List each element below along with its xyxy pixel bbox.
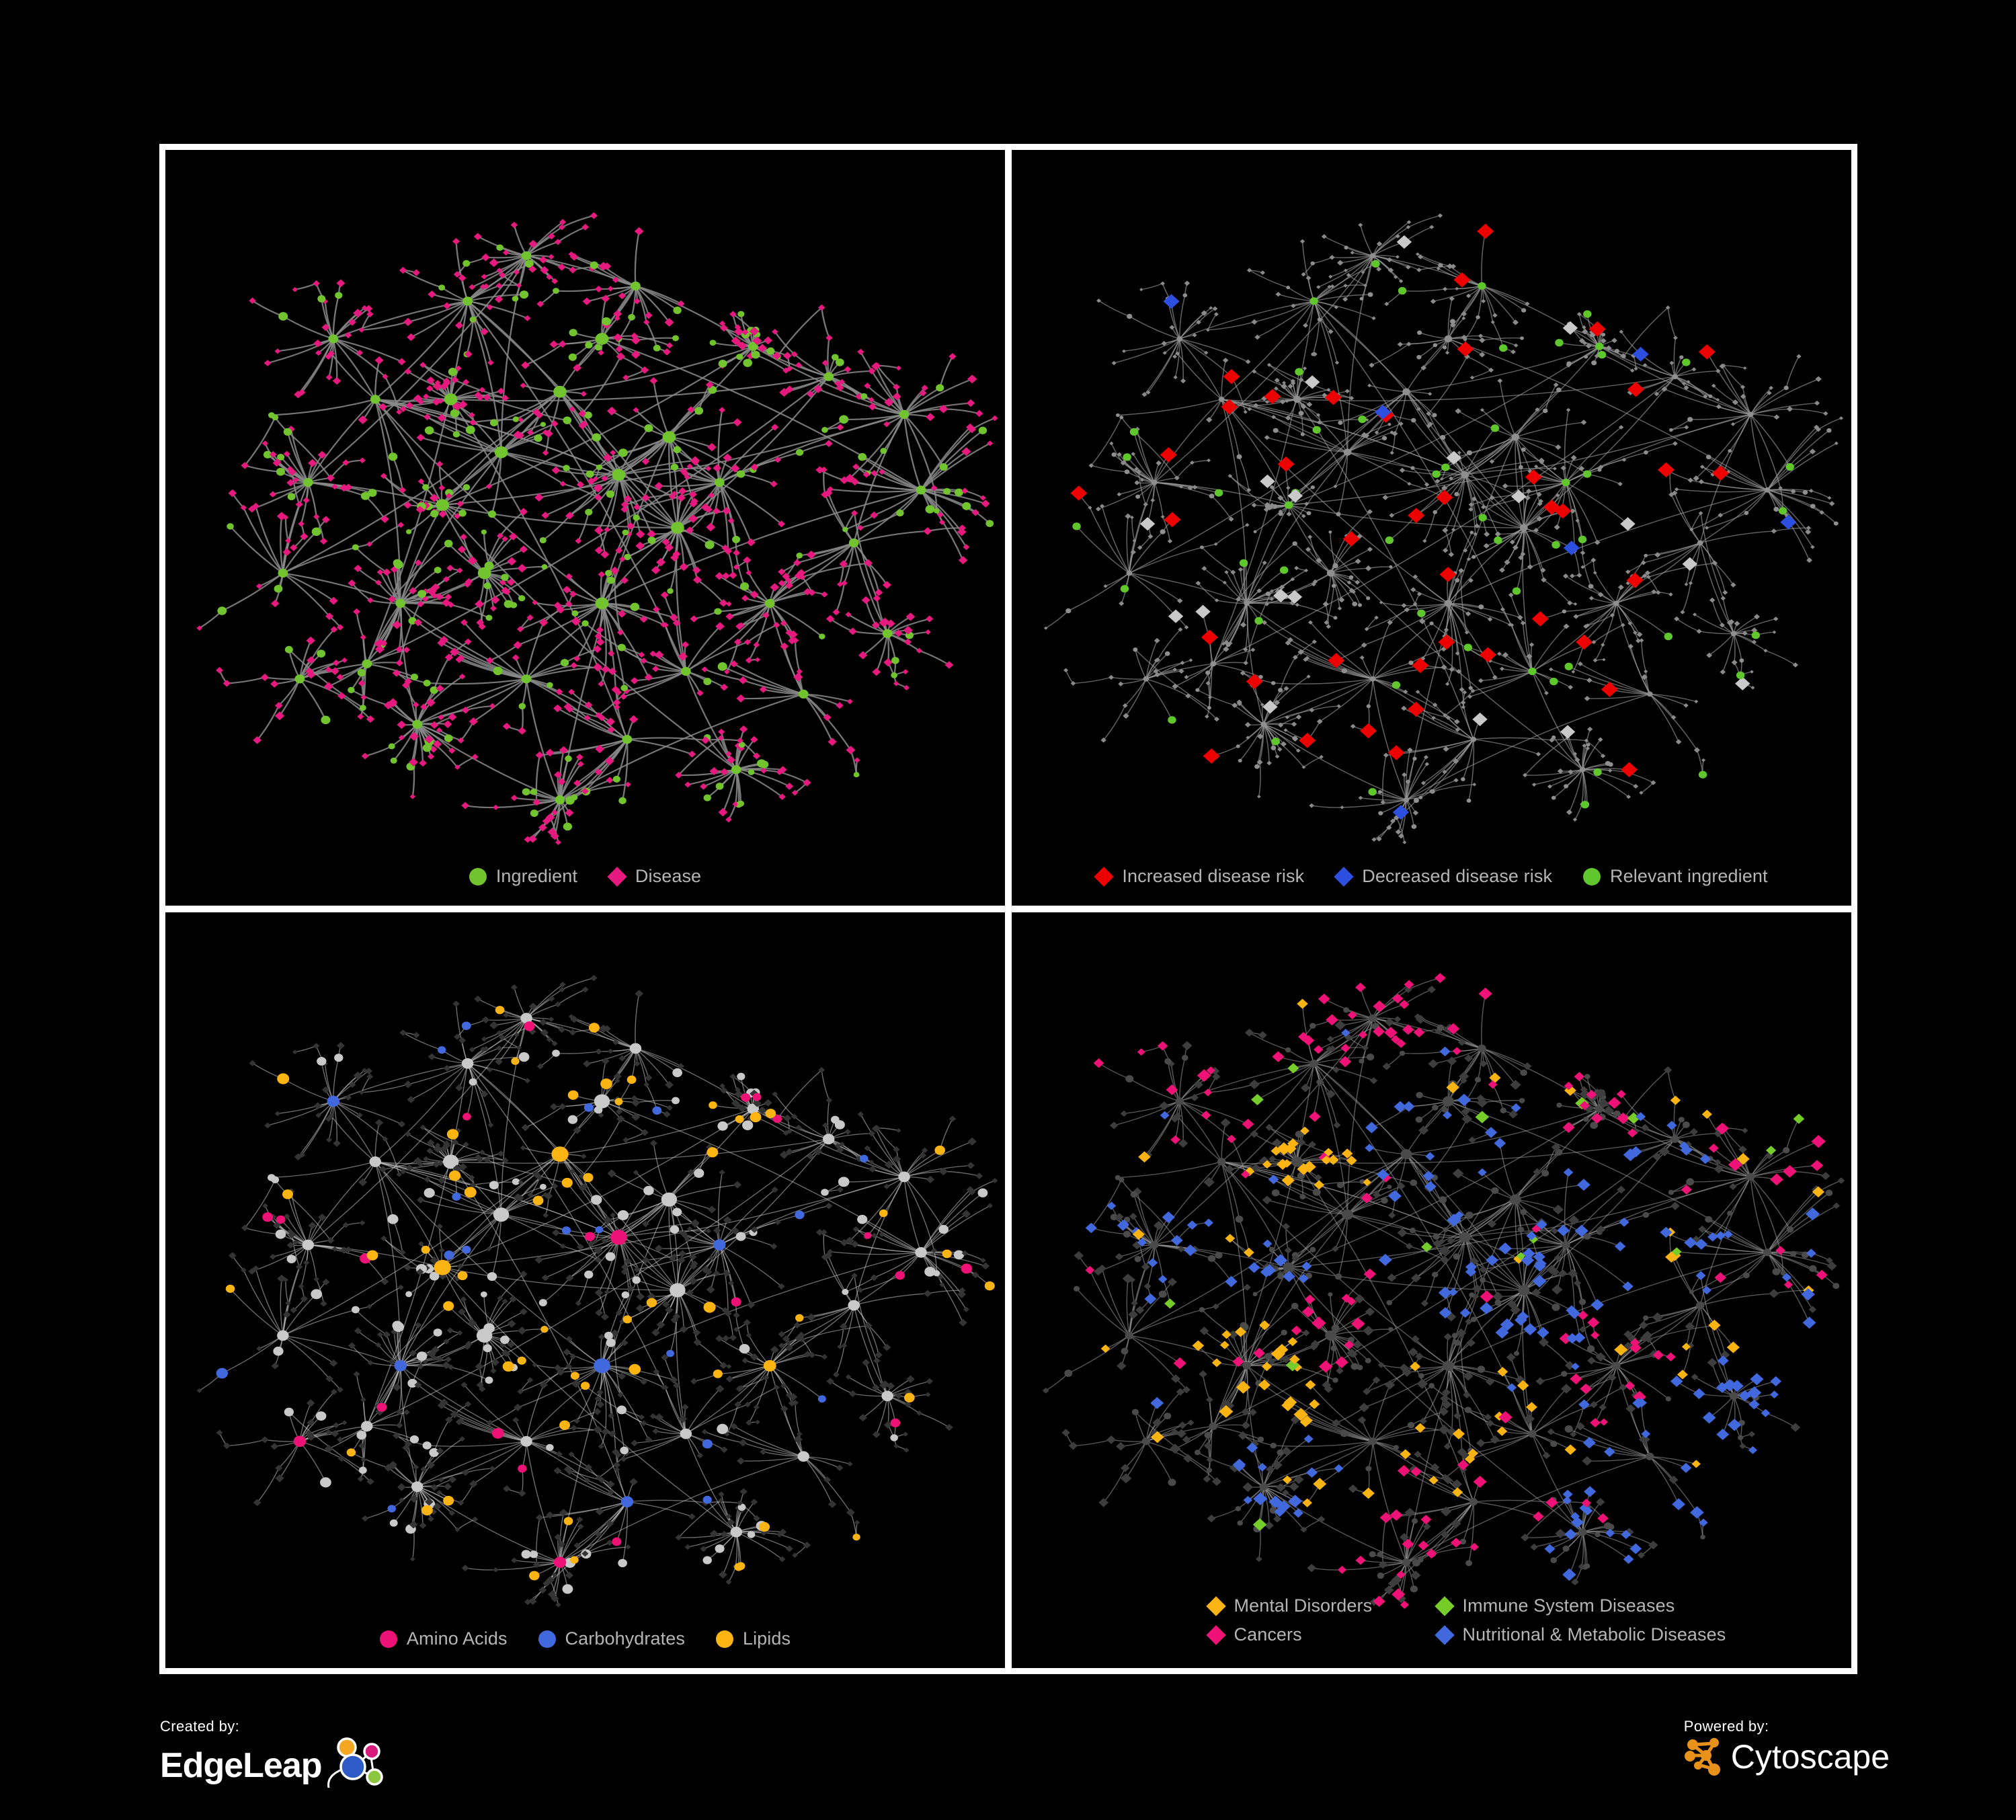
powered-by-label: Powered by:: [1683, 1718, 1769, 1735]
network-canvas-3[interactable]: [165, 912, 1005, 1668]
created-by-label: Created by:: [160, 1718, 240, 1735]
edgeleap-wordmark: EdgeLeap: [160, 1746, 322, 1786]
panel-ingredient-class-network[interactable]: Amino Acids Carbohydrates Lipids: [165, 912, 1005, 1668]
network-canvas-2[interactable]: [1012, 150, 1851, 906]
edgeleap-graph-icon: [327, 1737, 383, 1788]
footer-branding: Created by: EdgeLeap Powered by:: [0, 1674, 2016, 1820]
network-canvas-1[interactable]: [165, 150, 1005, 906]
cytoscape-wordmark: Cytoscape: [1730, 1738, 1890, 1776]
created-by-edgeleap[interactable]: Created by: EdgeLeap: [160, 1718, 389, 1796]
panel-disease-class-network[interactable]: Mental Disorders Immune System Diseases …: [1012, 912, 1851, 1668]
edgeleap-logo[interactable]: EdgeLeap: [160, 1735, 389, 1796]
network-canvas-4[interactable]: [1012, 912, 1851, 1668]
network-figure-grid: Ingredient Disease Increased disease ris…: [159, 144, 1857, 1674]
panel-ingredient-disease-network[interactable]: Ingredient Disease: [165, 150, 1005, 906]
cytoscape-network-icon: [1684, 1738, 1720, 1776]
panel-disease-risk-network[interactable]: Increased disease risk Decreased disease…: [1012, 150, 1851, 906]
powered-by-cytoscape[interactable]: Powered by:: [1684, 1718, 1890, 1778]
cytoscape-logo[interactable]: Cytoscape: [1684, 1735, 1890, 1778]
